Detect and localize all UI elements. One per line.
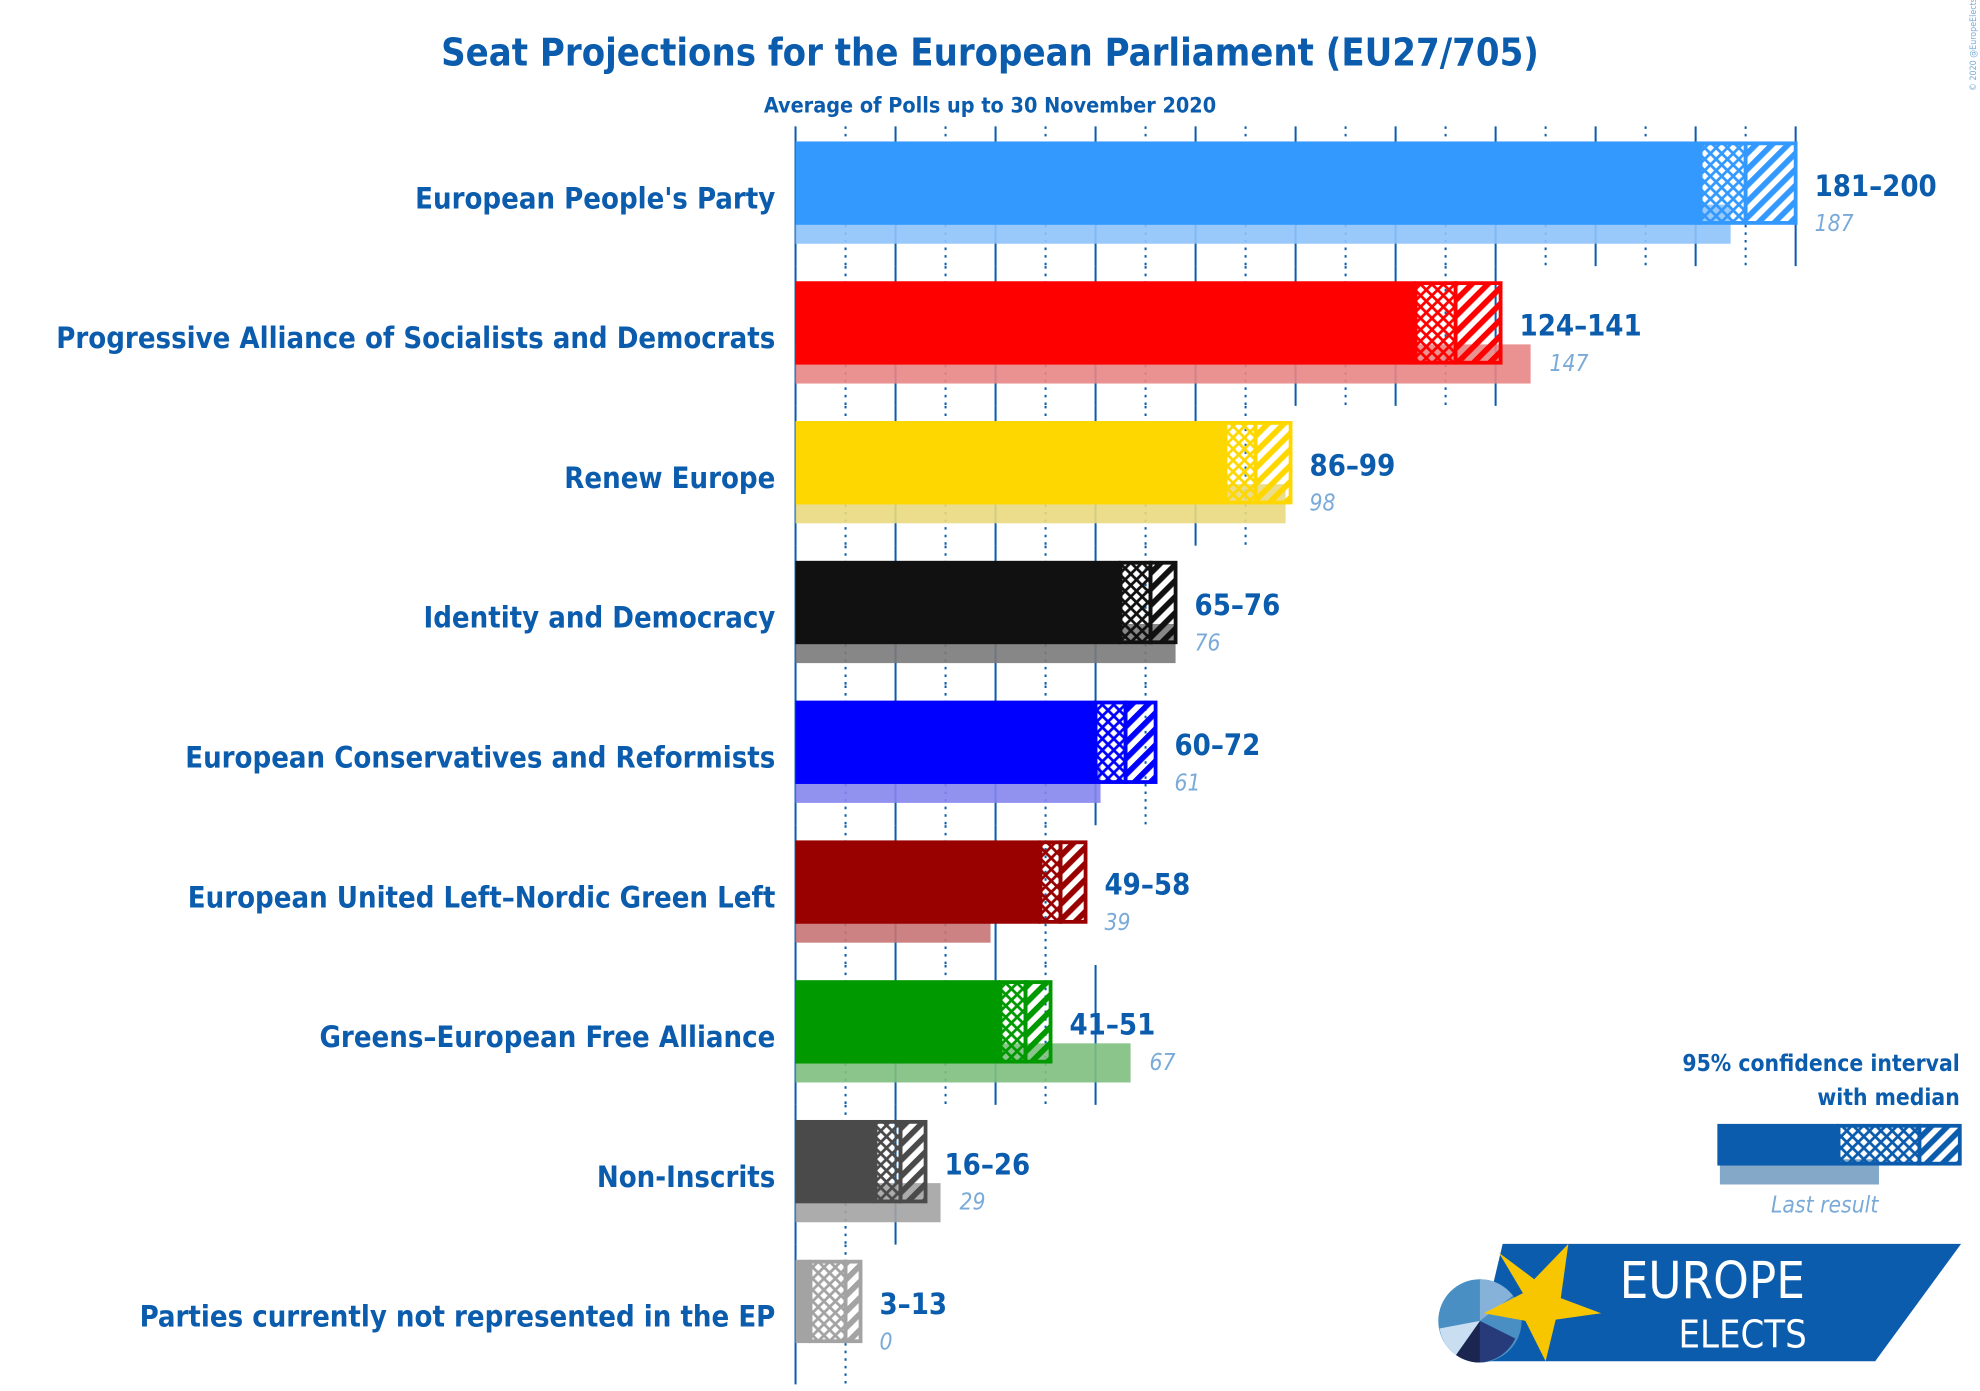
party-label: European Conservatives and Reformists: [185, 741, 775, 775]
range-label: 41–51: [1070, 1007, 1156, 1041]
europe-elects-logo: EUROPE ELECTS: [1438, 1243, 1962, 1363]
range-label: 49–58: [1105, 868, 1191, 902]
ci-upper-diagonal: [1453, 281, 1503, 365]
projection-bar: [795, 1259, 811, 1344]
party-label: European United Left–Nordic Green Left: [188, 880, 776, 914]
legend-crosshatch: [1836, 1123, 1922, 1166]
projection-bar: [795, 840, 1041, 924]
ci-lower-crosshatch: [1698, 141, 1748, 225]
logo-text-europe: EUROPE: [1620, 1251, 1805, 1310]
ci-lower-crosshatch: [998, 980, 1028, 1064]
ci-lower-crosshatch: [1223, 421, 1258, 505]
range-label: 124–141: [1520, 309, 1642, 343]
ci-lower-crosshatch: [808, 1259, 848, 1344]
range-label: 65–76: [1195, 588, 1281, 622]
labels: European People's Party 181–200 187 Progres…: [56, 169, 1936, 1356]
legend-diagonal-hatch: [1917, 1123, 1962, 1166]
range-label: 3–13: [879, 1287, 947, 1321]
ci-upper-diagonal: [1743, 141, 1798, 225]
projection-bar: [795, 141, 1701, 225]
legend-median-bar: [1717, 1123, 1839, 1166]
projection-bar: [795, 980, 1001, 1064]
ci-upper-diagonal: [898, 1119, 928, 1204]
last-result-label: 0: [879, 1329, 892, 1355]
projection-bar: [795, 421, 1226, 505]
party-label: Renew Europe: [564, 461, 775, 495]
last-result-label: 39: [1105, 910, 1131, 936]
logo-text-elects: ELECTS: [1678, 1312, 1806, 1356]
party-label: European People's Party: [415, 181, 775, 215]
ci-upper-diagonal: [843, 1259, 863, 1344]
chart-title: Seat Projections for the European Parlia…: [441, 31, 1539, 75]
last-result-label: 61: [1175, 770, 1201, 796]
last-result-label: 67: [1150, 1050, 1176, 1076]
projection-bar: [795, 1119, 876, 1204]
chart-subtitle: Average of Polls up to 30 November 2020: [764, 93, 1216, 118]
logo-pie-icon: [1438, 1279, 1522, 1363]
legend-last-result: Last result: [1771, 1192, 1879, 1218]
ci-lower-crosshatch: [1038, 840, 1063, 924]
last-result-label: 147: [1550, 351, 1589, 377]
party-label: Parties currently not represented in the…: [140, 1300, 776, 1334]
ci-upper-diagonal: [1253, 421, 1293, 505]
projection-bar: [795, 281, 1416, 365]
legend: 95% confidence interval with median Last…: [1682, 1051, 1962, 1218]
party-label: Progressive Alliance of Socialists and D…: [56, 321, 775, 355]
projection-bar: [795, 560, 1121, 645]
range-label: 181–200: [1815, 169, 1937, 203]
last-result-label: 187: [1815, 211, 1854, 237]
ci-upper-diagonal: [1123, 700, 1158, 784]
ci-lower-crosshatch: [1093, 700, 1128, 784]
copyright-text: © 2020 @EuropeElects: [1969, 0, 1979, 91]
range-label: 16–26: [944, 1147, 1030, 1181]
party-label: Greens–European Free Alliance: [320, 1020, 776, 1054]
last-result-label: 76: [1195, 630, 1221, 656]
logo-banner: [1474, 1243, 1962, 1362]
party-label: Identity and Democracy: [424, 601, 776, 635]
legend-line1: 95% confidence interval: [1682, 1051, 1959, 1077]
ci-upper-diagonal: [1148, 560, 1178, 645]
party-label: Non-Inscrits: [597, 1160, 775, 1194]
ci-lower-crosshatch: [1413, 281, 1458, 365]
ci-lower-crosshatch: [1118, 560, 1153, 645]
bars: [795, 141, 1798, 1344]
projection-bar: [795, 700, 1096, 784]
range-label: 60–72: [1175, 728, 1261, 762]
last-result-label: 29: [959, 1190, 985, 1216]
range-label: 86–99: [1310, 448, 1396, 482]
last-result-label: 98: [1310, 491, 1336, 517]
logo-star-icon: [1483, 1243, 1602, 1362]
ci-upper-diagonal: [1058, 840, 1088, 924]
legend-line2: with median: [1817, 1085, 1959, 1111]
ci-lower-crosshatch: [873, 1119, 903, 1204]
ci-upper-diagonal: [1023, 980, 1053, 1064]
